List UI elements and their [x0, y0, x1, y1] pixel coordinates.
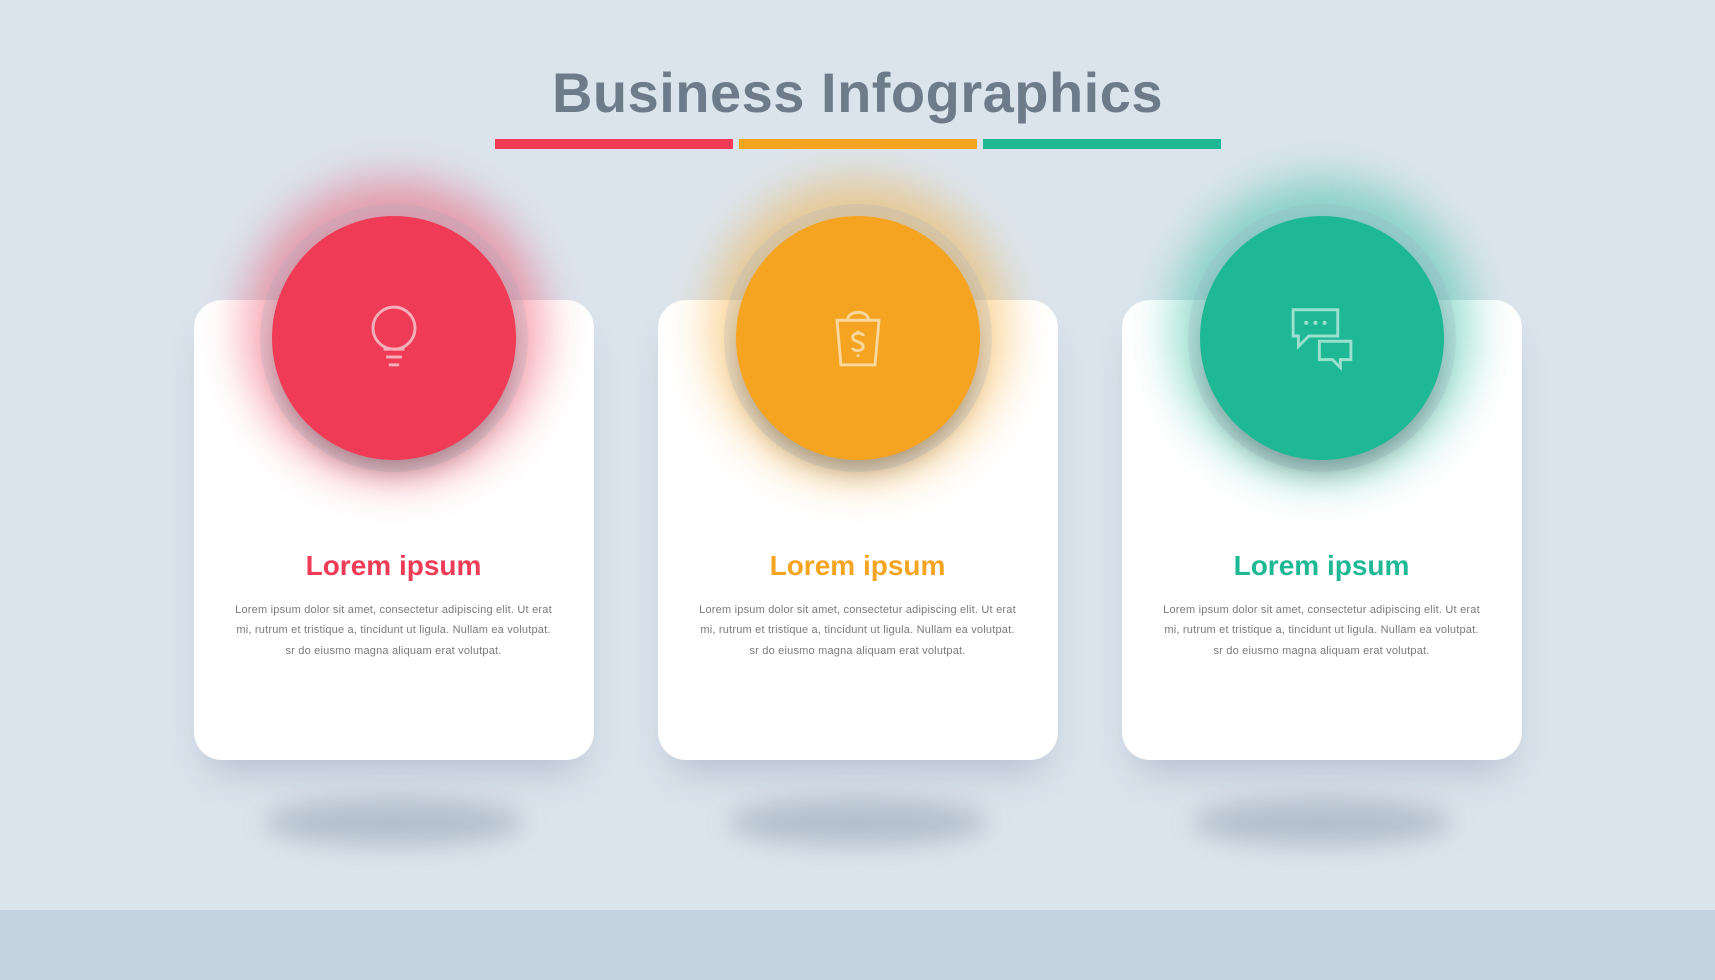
circle-1: [272, 216, 516, 460]
underline-segment-2: [739, 139, 977, 149]
ground-shadow-3: [1192, 798, 1452, 846]
lightbulb-icon: [352, 294, 436, 383]
shopping-bag-icon: [816, 294, 900, 383]
card-shop: Lorem ipsum Lorem ipsum dolor sit amet, …: [658, 300, 1058, 760]
page-title: Business Infographics: [495, 60, 1221, 125]
chat-icon: [1280, 294, 1364, 383]
circle-3: [1200, 216, 1444, 460]
bottom-band: [0, 910, 1715, 980]
title-underline: [495, 139, 1221, 149]
infographic-canvas: Business Infographics: [0, 0, 1715, 980]
card-idea: Lorem ipsum Lorem ipsum dolor sit amet, …: [194, 300, 594, 760]
header: Business Infographics: [495, 60, 1221, 149]
card-title-3: Lorem ipsum: [1162, 550, 1482, 582]
card-title-1: Lorem ipsum: [234, 550, 554, 582]
card-text-2: Lorem ipsum dolor sit amet, consectetur …: [698, 600, 1018, 661]
cards-row: Lorem ipsum Lorem ipsum dolor sit amet, …: [194, 300, 1522, 760]
card-text-1: Lorem ipsum dolor sit amet, consectetur …: [234, 600, 554, 661]
ground-shadow-2: [728, 798, 988, 846]
card-title-2: Lorem ipsum: [698, 550, 1018, 582]
underline-segment-1: [495, 139, 733, 149]
card-chat: Lorem ipsum Lorem ipsum dolor sit amet, …: [1122, 300, 1522, 760]
ground-shadow-1: [264, 798, 524, 846]
underline-segment-3: [983, 139, 1221, 149]
circle-2: [736, 216, 980, 460]
card-text-3: Lorem ipsum dolor sit amet, consectetur …: [1162, 600, 1482, 661]
